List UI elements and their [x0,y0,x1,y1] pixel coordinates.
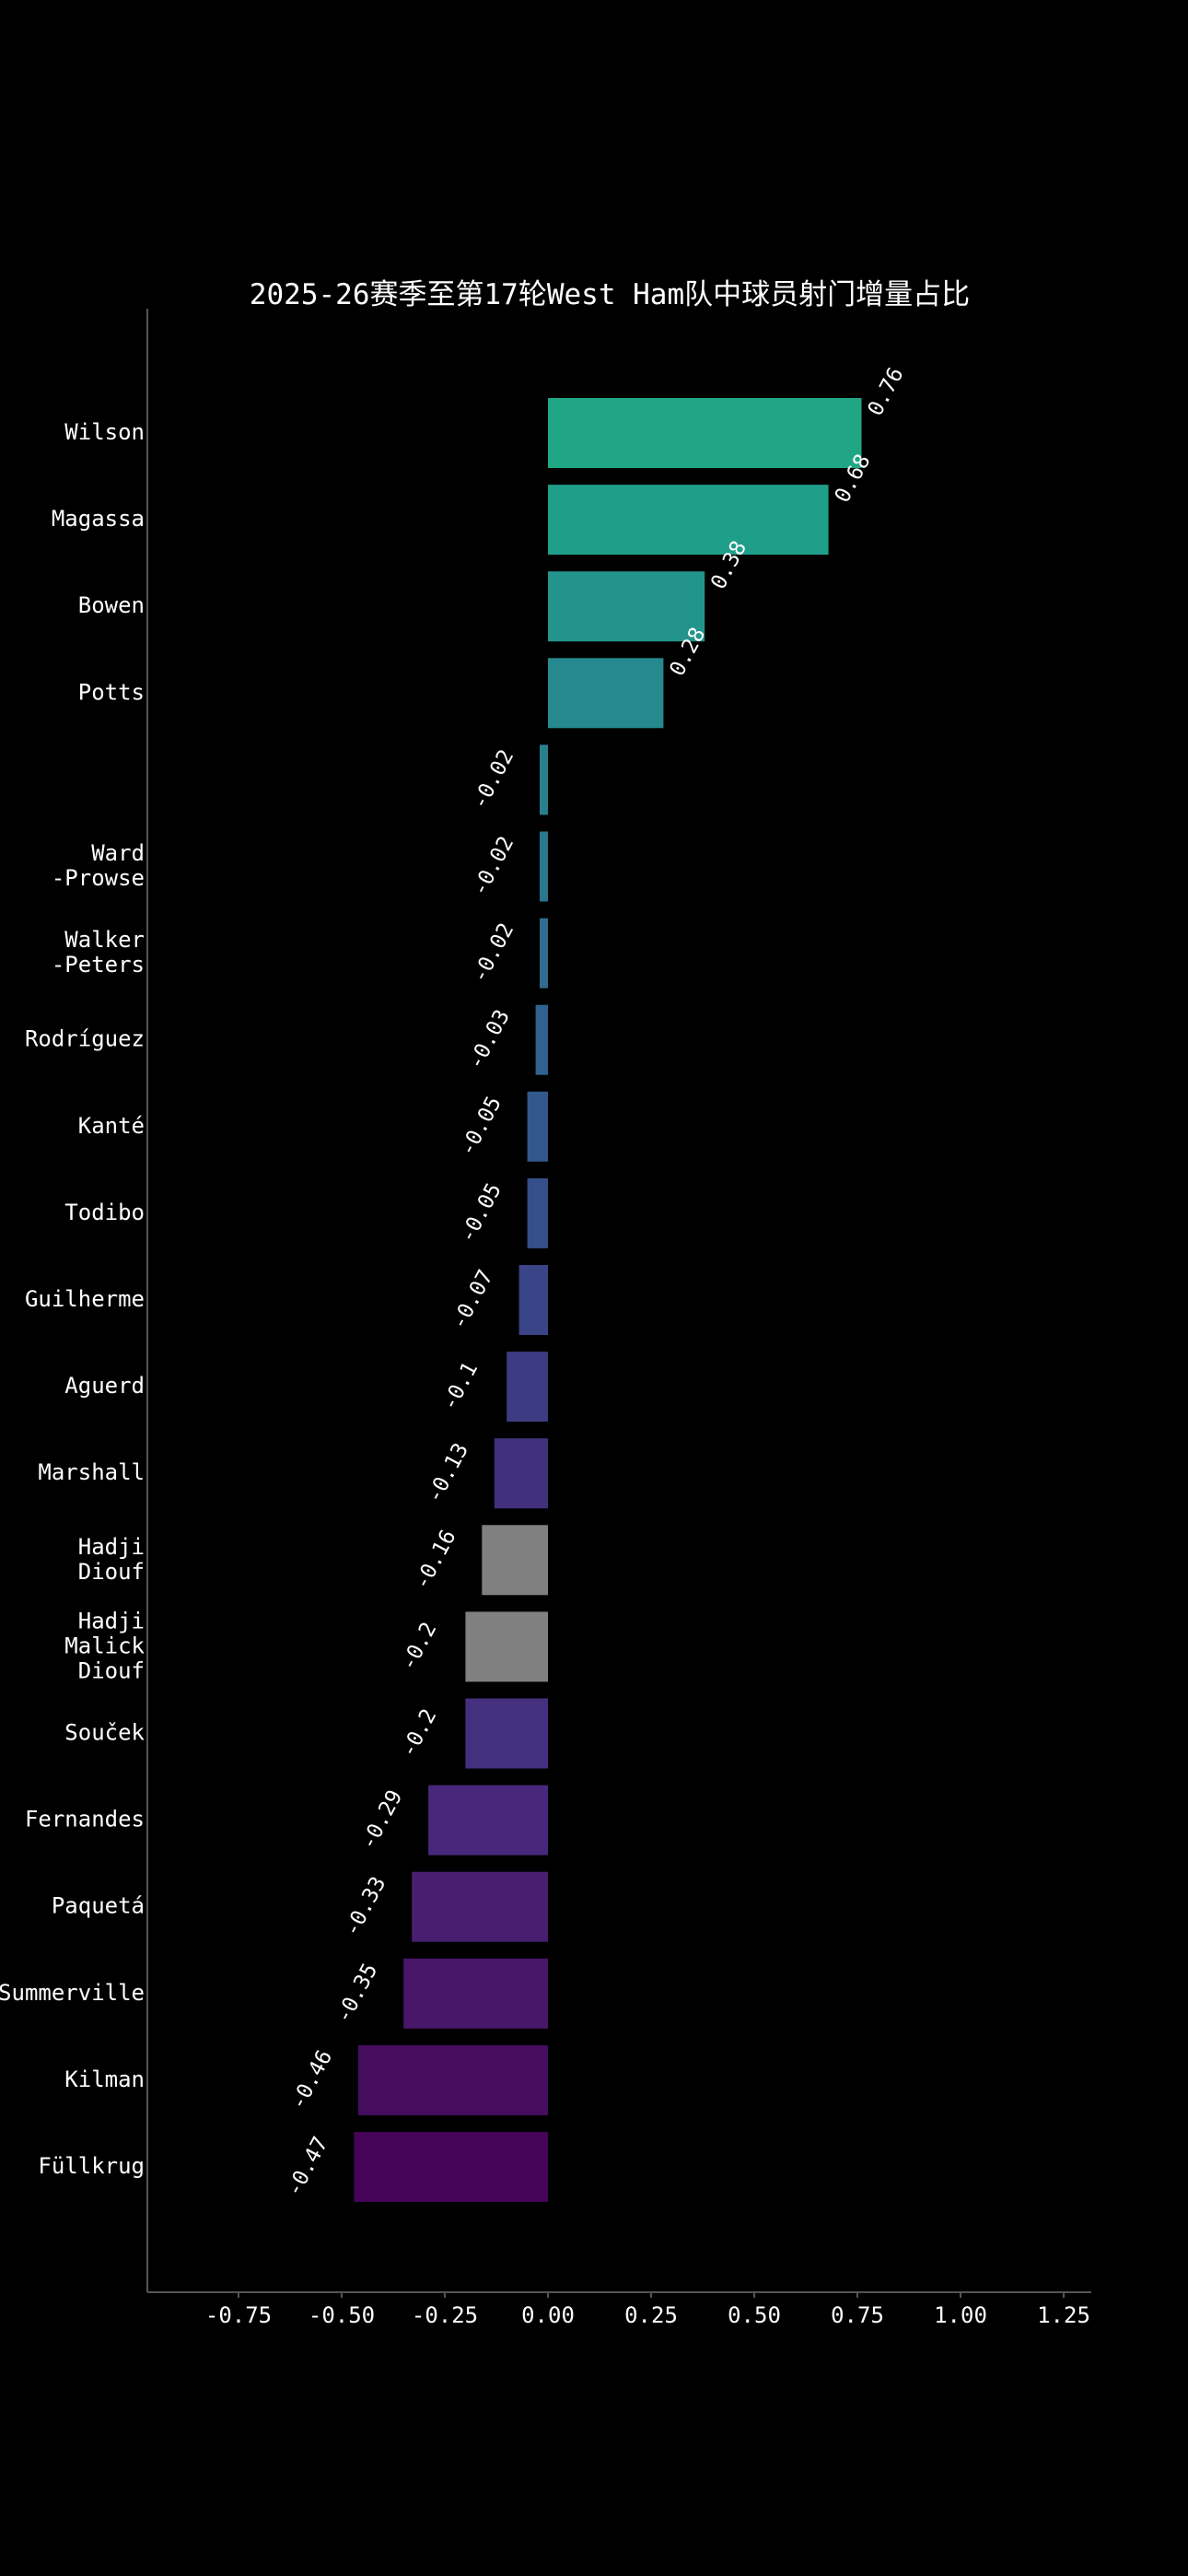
category-label-20: Füllkrug [38,2153,145,2179]
x-tick-label-3: 0.00 [521,2302,575,2328]
category-label-11: Aguerd [64,1373,145,1399]
bar-9 [527,1177,548,1248]
category-label-line: Paquetá [52,1893,145,1919]
value-label-11: -0.1 [437,1358,483,1414]
bar-12 [494,1438,548,1509]
value-label-0: 0.76 [864,364,909,420]
bar-2 [548,571,705,642]
category-label-7: Rodríguez [25,1026,145,1052]
category-label-12: Marshall [38,1459,145,1485]
bar-15 [465,1698,548,1769]
bar-8 [527,1091,548,1162]
value-label-16: -0.29 [356,1786,407,1854]
x-tick-label-8: 1.25 [1037,2302,1090,2328]
category-label-line: Malick [64,1633,145,1658]
bar-20 [354,2132,548,2202]
category-label-line: Diouf [78,1657,145,1683]
category-label-17: Paquetá [52,1893,145,1919]
category-label-line: Potts [78,679,145,705]
category-label-9: Todibo [64,1200,145,1225]
bar-4 [540,744,548,815]
x-tick-label-5: 0.50 [728,2302,781,2328]
category-label-0: Wilson [64,419,145,445]
category-label-2: Bowen [78,592,145,618]
bar-3 [548,658,664,729]
category-label-1: Magassa [52,506,145,532]
bar-0 [548,398,862,468]
bar-17 [412,1871,548,1942]
bar-14 [465,1611,548,1682]
value-label-14: -0.2 [396,1619,441,1675]
value-label-10: -0.07 [447,1266,497,1333]
category-label-line: Guilherme [25,1286,145,1312]
value-label-17: -0.33 [340,1873,390,1940]
bars-group [354,398,862,2202]
bar-19 [357,2044,548,2115]
category-label-line: Fernandes [25,1807,145,1832]
category-label-13: Hadji Diouf [78,1534,145,1585]
bar-16 [428,1785,548,1856]
value-label-13: -0.16 [410,1526,460,1593]
category-label-15: Souček [64,1720,145,1746]
value-label-7: -0.03 [463,1006,514,1073]
category-label-line: Walker [64,927,145,953]
x-tick-label-7: 1.00 [934,2302,987,2328]
x-tick-label-2: -0.25 [412,2302,478,2328]
category-label-line: Marshall [38,1459,145,1485]
bar-18 [403,1958,548,2029]
category-label-19: Kilman [64,2067,145,2092]
category-label-line: Aguerd [64,1373,145,1399]
value-label-8: -0.05 [455,1093,506,1160]
bar-6 [540,918,548,989]
category-label-14: Hadji Malick Diouf [64,1608,145,1683]
category-label-line: Todibo [64,1200,145,1225]
value-label-4: -0.02 [468,745,518,813]
category-label-line: Kanté [78,1113,145,1139]
category-label-line: Ward [91,840,145,866]
value-label-5: -0.02 [468,833,518,900]
y-tick-labels-group: Wilson Magassa Bowen Potts Ward -Prowse Walker… [0,419,146,2179]
value-label-18: -0.35 [332,1960,382,2027]
bar-1 [548,485,829,556]
category-label-line: Magassa [52,506,145,532]
category-label-line: Diouf [78,1559,145,1585]
bar-5 [540,831,548,902]
category-label-line: Wilson [64,419,145,445]
bar-11 [507,1352,548,1423]
x-tick-label-4: 0.25 [624,2302,678,2328]
category-label-5: Ward -Prowse [52,840,145,891]
bar-13 [482,1525,548,1596]
category-label-line: Hadji [78,1534,145,1560]
x-tick-labels-group: -0.75 -0.50 -0.25 0.00 0.25 0.50 0.75 1.00 1.25 [205,2292,1090,2328]
x-tick-label-1: -0.50 [309,2302,375,2328]
category-label-line: Kilman [64,2067,145,2092]
category-label-10: Guilherme [25,1286,145,1312]
category-label-line: -Prowse [52,865,145,891]
bar-10 [518,1265,548,1335]
chart-title: 2025-26赛季至第17轮West Ham队中球员射门增量占比 [250,278,970,311]
value-label-15: -0.2 [396,1705,441,1762]
category-label-line: -Peters [52,952,145,978]
category-label-16: Fernandes [25,1807,145,1832]
category-label-3: Potts [78,679,145,705]
x-tick-label-6: 0.75 [831,2302,884,2328]
category-label-8: Kanté [78,1113,145,1139]
value-label-9: -0.05 [455,1179,506,1247]
value-label-20: -0.47 [282,2133,332,2200]
category-label-line: Souček [64,1720,145,1746]
category-label-18: Summerville [0,1980,145,2006]
category-label-line: Bowen [78,592,145,618]
bar-7 [535,1004,548,1075]
x-tick-label-0: -0.75 [205,2302,272,2328]
category-label-line: Summerville [0,1980,145,2006]
category-label-line: Rodríguez [25,1026,145,1052]
value-label-12: -0.13 [423,1439,473,1506]
category-label-line: Hadji [78,1608,145,1633]
value-label-6: -0.02 [468,919,518,987]
category-label-6: Walker -Peters [52,927,145,978]
category-label-line: Füllkrug [38,2153,145,2179]
value-label-19: -0.46 [286,2046,337,2113]
